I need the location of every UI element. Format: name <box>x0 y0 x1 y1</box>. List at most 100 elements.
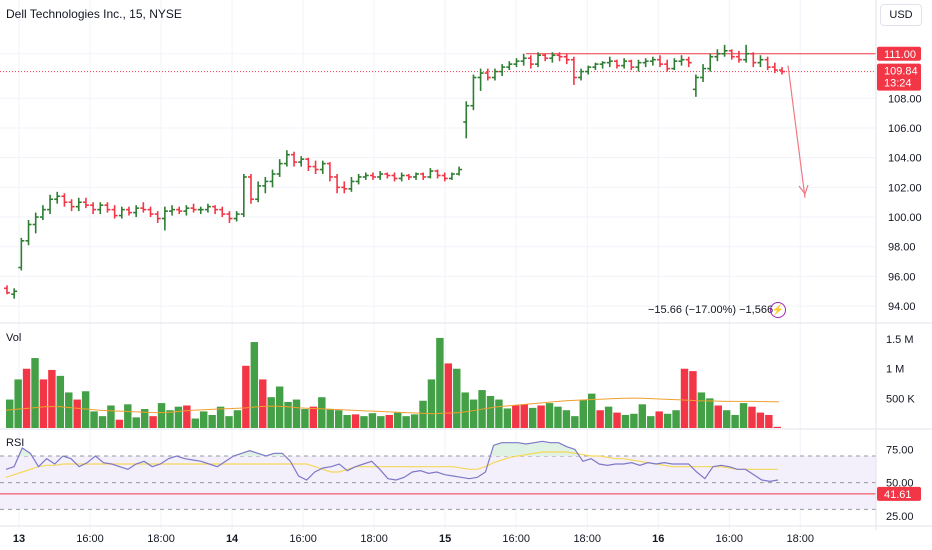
volume-bar <box>638 404 647 428</box>
volume-bar <box>495 399 503 428</box>
volume-bar <box>680 368 689 428</box>
volume-bar <box>22 368 31 428</box>
volume-bar <box>107 405 115 428</box>
time-tick-label: 15 <box>439 533 451 545</box>
volume-bar <box>166 410 174 428</box>
time-tick-label: 16:00 <box>289 533 317 545</box>
horizontal-level-line[interactable] <box>0 53 876 73</box>
rsi-tick-label: 25.00 <box>886 511 914 523</box>
volume-bar <box>706 398 714 428</box>
volume-bar <box>115 419 124 428</box>
volume-bar <box>368 413 377 428</box>
price-tick-label: 96.00 <box>888 271 916 283</box>
volume-tick-label: 1 M <box>886 364 904 376</box>
price-axis: 94.00 96.00 98.00 100.00 102.00 104.00 106.00 1… <box>888 49 922 313</box>
volume-bar <box>292 399 301 428</box>
volume-bar <box>124 404 132 428</box>
volume-bar <box>562 410 571 428</box>
volume-bar <box>604 406 613 428</box>
rsi-pane <box>0 440 876 510</box>
last-price-label-box <box>877 63 921 91</box>
volume-bar <box>149 416 157 428</box>
volume-bar <box>31 358 39 428</box>
volume-bar <box>436 337 444 428</box>
volume-bar <box>596 410 604 428</box>
time-tick-label: 18:00 <box>360 533 388 545</box>
rsi-axis: 25.00 50.00 75.00 <box>886 444 914 523</box>
volume-bar <box>259 379 267 428</box>
chart-grid <box>0 0 876 530</box>
time-tick-label: 14 <box>226 533 239 545</box>
volume-bar <box>73 399 81 428</box>
volume-pane-title[interactable]: Vol <box>6 332 22 344</box>
volume-bar <box>689 371 697 428</box>
volume-bar <box>56 375 65 428</box>
price-tick-label: 106.00 <box>888 123 922 135</box>
volume-bar <box>545 403 554 428</box>
volume-bar <box>486 396 495 428</box>
volume-bar <box>613 412 621 428</box>
volume-bar <box>731 414 739 428</box>
time-tick-label: 18:00 <box>573 533 601 545</box>
time-tick-label: 16:00 <box>715 533 743 545</box>
rsi-line <box>5 440 779 482</box>
volume-bar <box>765 414 773 428</box>
volume-bar <box>528 407 537 428</box>
volume-bar <box>81 391 90 428</box>
volume-bar <box>343 414 351 428</box>
volume-bar <box>722 410 731 428</box>
volume-bar <box>571 416 579 428</box>
price-tick-label: 100.00 <box>888 212 922 224</box>
volume-bar <box>309 406 318 428</box>
arrow-shaft <box>787 65 806 198</box>
rsi-tick-label: 75.00 <box>886 444 914 456</box>
volume-bar <box>132 417 140 428</box>
volume-bar <box>14 379 22 428</box>
level-price-label: 111.00 <box>884 49 916 61</box>
volume-bar <box>461 392 469 428</box>
volume-bar <box>739 403 748 428</box>
projection-arrow[interactable] <box>787 65 809 198</box>
volume-bar <box>275 386 284 428</box>
volume-bar <box>140 409 149 428</box>
volume-bar <box>410 414 419 428</box>
time-tick-label: 16:00 <box>76 533 104 545</box>
flash-icon[interactable]: ⚡ <box>770 302 786 318</box>
volume-bar <box>48 369 56 428</box>
volume-bar <box>697 392 706 428</box>
time-tick-label: 16 <box>652 533 664 545</box>
level-price-label-box <box>877 46 921 61</box>
volume-bar <box>318 397 326 428</box>
volume-bar <box>377 416 385 428</box>
time-tick-label: 18:00 <box>147 533 175 545</box>
volume-bar <box>334 410 343 428</box>
volume-tick-label: 1.5 M <box>886 334 914 346</box>
volume-bar <box>233 410 242 428</box>
measure-readout: −15.66 (−17.00%) −1,566 <box>648 304 774 316</box>
symbol-title[interactable]: Dell Technologies Inc., 15, NYSE <box>6 7 182 21</box>
price-tick-label: 94.00 <box>888 301 916 313</box>
volume-bar <box>579 399 587 428</box>
volume-bar <box>216 406 225 428</box>
volume-bar <box>672 410 680 428</box>
volume-ma-line <box>5 397 780 415</box>
volume-bar <box>621 414 630 428</box>
time-axis: 13 16:00 18:00 14 16:00 18:00 15 16:00 18:00 16 16… <box>13 533 814 545</box>
volume-bar <box>250 342 259 428</box>
price-tick-label: 102.00 <box>888 182 922 194</box>
volume-bar <box>402 416 410 428</box>
last-price-label: 13:24 <box>884 78 912 90</box>
volume-bar <box>427 379 436 428</box>
volume-bar <box>419 400 427 428</box>
currency-button[interactable]: USD <box>880 4 922 26</box>
rsi-pane-title[interactable]: RSI <box>6 437 25 449</box>
volume-bar <box>90 411 98 428</box>
volume-bar <box>174 406 183 428</box>
volume-bar <box>326 409 334 428</box>
price-bars <box>4 44 785 299</box>
rsi-value-label: 41.61 <box>884 489 912 501</box>
volume-bar <box>183 405 191 428</box>
volume-bar <box>360 416 368 428</box>
